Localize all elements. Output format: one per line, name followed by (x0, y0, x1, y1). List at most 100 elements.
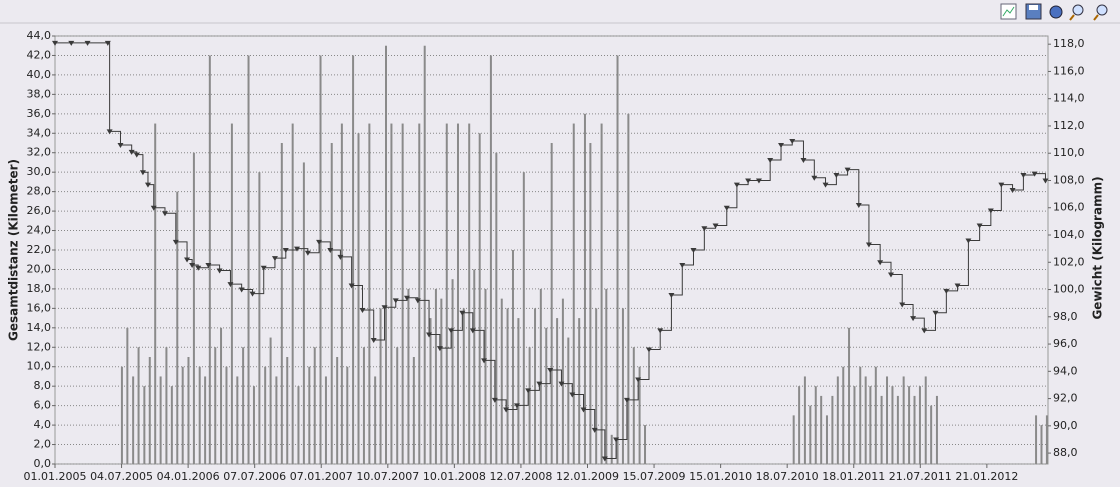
weight-marker (778, 143, 785, 149)
bar (324, 376, 327, 464)
y2-tick-label: 98,0 (1053, 310, 1078, 323)
bar (368, 123, 371, 464)
save-icon-label (1029, 5, 1038, 10)
x-tick-label: 07.01.2007 (290, 470, 353, 483)
reset-icon[interactable] (1049, 5, 1063, 19)
bar (451, 279, 454, 464)
weight-marker (403, 295, 410, 301)
weight-marker (189, 262, 196, 268)
weight-marker (865, 242, 872, 248)
weight-marker (128, 149, 135, 155)
x-tick-label: 12.01.2009 (556, 470, 619, 483)
bar (313, 347, 316, 464)
weight-marker (613, 437, 620, 443)
bar (820, 395, 823, 464)
bar (859, 366, 862, 464)
y2-tick-label: 118,0 (1053, 37, 1085, 50)
bar (478, 133, 481, 465)
weight-marker (525, 388, 532, 394)
bar (550, 143, 553, 464)
bar (319, 55, 322, 465)
bar (132, 376, 135, 464)
x-tick-label: 01.01.2005 (24, 470, 87, 483)
y2-tick-label: 106,0 (1053, 201, 1085, 214)
y-tick-label: 4,0 (34, 418, 52, 431)
weight-marker (491, 397, 498, 403)
bar (534, 308, 537, 464)
weight-marker (260, 265, 267, 271)
bar (170, 386, 173, 464)
bar (362, 347, 365, 464)
bar (423, 45, 426, 465)
weight-marker (998, 182, 1005, 188)
bar (886, 376, 889, 464)
bar (269, 337, 272, 464)
bar (848, 327, 851, 464)
weight-marker (822, 182, 829, 188)
weight-marker (316, 239, 323, 245)
y-tick-label: 42,0 (27, 48, 52, 61)
bar (220, 327, 223, 464)
weight-marker (172, 239, 179, 245)
bar (913, 395, 916, 464)
weight-marker (503, 407, 510, 413)
bar (336, 357, 339, 464)
bar (374, 376, 377, 464)
y2-tick-label: 92,0 (1053, 392, 1078, 405)
bar (803, 376, 806, 464)
zoom-in-handle (1093, 14, 1099, 21)
weight-marker (811, 175, 818, 181)
weight-marker (481, 358, 488, 364)
weight-marker (943, 288, 950, 294)
weight-marker (304, 250, 311, 256)
bar (595, 308, 598, 464)
weight-marker (800, 158, 807, 164)
bar (352, 55, 355, 465)
weight-marker (580, 407, 587, 413)
weight-marker (635, 377, 642, 383)
bar (181, 366, 184, 464)
weight-marker (899, 302, 906, 308)
bar (495, 152, 498, 464)
bar (192, 152, 195, 464)
bar (456, 123, 459, 464)
weight-marker (392, 298, 399, 304)
weight-marker (294, 246, 301, 252)
bar (340, 123, 343, 464)
bar (484, 288, 487, 464)
bar (291, 123, 294, 464)
weight-marker (536, 381, 543, 387)
bar (616, 55, 619, 465)
bar (308, 366, 311, 464)
weight-marker (591, 427, 598, 433)
weight-marker (954, 283, 961, 289)
weight-marker (459, 310, 466, 316)
bar (506, 308, 509, 464)
bar (379, 308, 382, 464)
bar (831, 395, 834, 464)
bar (528, 347, 531, 464)
y-tick-label: 34,0 (27, 126, 52, 139)
weight-marker (657, 328, 664, 334)
bar (1040, 425, 1043, 464)
bar (258, 172, 261, 464)
weight-marker (337, 254, 344, 260)
bar (230, 123, 233, 464)
bar (137, 347, 140, 464)
bar (143, 386, 146, 464)
weight-marker (139, 170, 146, 176)
zoom-out-icon[interactable] (1072, 4, 1084, 16)
bar (798, 386, 801, 464)
y-tick-label: 14,0 (27, 321, 52, 334)
bar (357, 133, 360, 465)
bar (853, 386, 856, 464)
bar (252, 386, 255, 464)
bar (330, 143, 333, 464)
bar (935, 395, 938, 464)
bar (214, 347, 217, 464)
y-tick-label: 16,0 (27, 301, 52, 314)
zoom-in-icon[interactable] (1096, 4, 1108, 16)
y-tick-label: 12,0 (27, 340, 52, 353)
weight-marker (117, 143, 124, 149)
